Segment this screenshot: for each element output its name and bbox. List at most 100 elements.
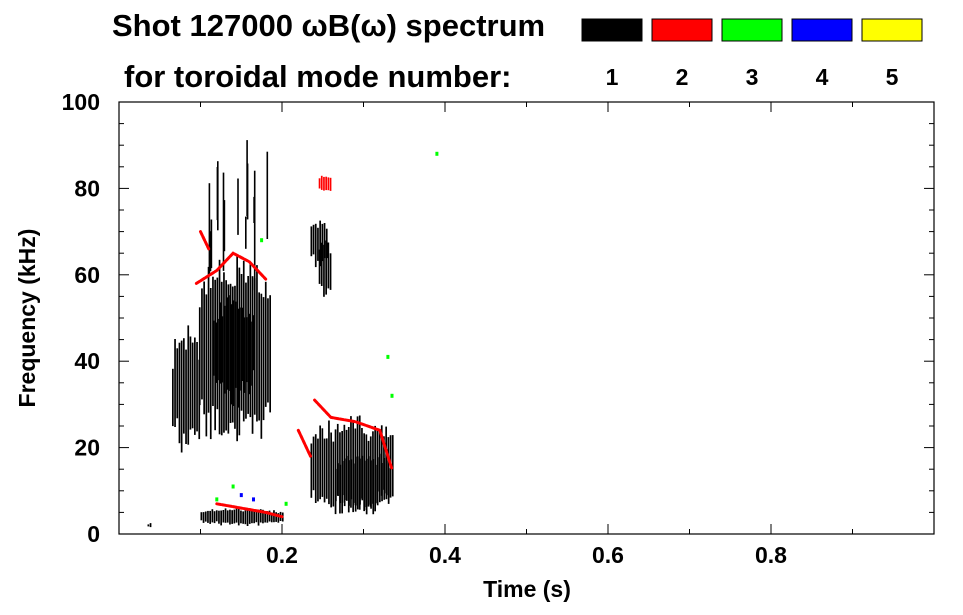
mode-1-blob-column bbox=[267, 298, 269, 403]
mode-1-blob-column bbox=[376, 457, 379, 506]
mode-1-blob-column bbox=[258, 292, 260, 421]
mode-1-blob-column bbox=[232, 300, 235, 406]
mode-1-blob-column bbox=[223, 305, 226, 394]
mode-1-streak bbox=[245, 216, 247, 249]
mode-3-dot bbox=[435, 151, 439, 156]
mode-1-blob-column bbox=[198, 307, 201, 406]
mode-1-blob bbox=[200, 508, 284, 526]
mode-1-blob-column bbox=[222, 510, 225, 523]
mode-1-blob-column bbox=[242, 511, 244, 524]
mode-1-streak bbox=[210, 219, 213, 269]
mode-2-blob-column bbox=[320, 175, 323, 190]
mode-1-blob-column bbox=[215, 510, 218, 522]
mode-1-blob-column bbox=[220, 510, 222, 526]
mode-1-blob-column bbox=[260, 293, 263, 439]
mode-1-blob-column bbox=[387, 468, 390, 504]
mode-1-blob-column bbox=[187, 325, 190, 445]
mode-1-blob-column bbox=[370, 460, 372, 509]
mode-1-blob-column bbox=[312, 436, 315, 491]
mode-1-blob-column bbox=[325, 438, 328, 499]
mode-1-blob-column bbox=[240, 510, 242, 524]
mode-1-blob-column bbox=[341, 461, 344, 496]
mode-1-blob-column bbox=[357, 456, 359, 510]
mode-1-blob-column bbox=[231, 510, 233, 524]
mode-1-blob-column bbox=[325, 240, 327, 295]
mode-1-blob-column bbox=[264, 511, 266, 523]
mode-1-blob-column bbox=[264, 281, 267, 407]
mode-1-blob-column bbox=[191, 342, 194, 429]
mode-1-blob-column bbox=[214, 322, 217, 383]
mode-1-blob bbox=[172, 325, 201, 453]
mode-2-blob-column bbox=[323, 176, 325, 191]
mode-1-blob-column bbox=[253, 509, 255, 524]
mode-1-blob-column bbox=[310, 443, 313, 498]
mode-1-blob-column bbox=[174, 339, 176, 427]
mode-1-blob-column bbox=[268, 510, 271, 522]
mode-1-blob-column bbox=[379, 453, 381, 503]
mode-3-dot bbox=[390, 393, 394, 398]
mode-1-streaks bbox=[208, 140, 269, 291]
mode-1-blob-column bbox=[172, 368, 174, 427]
spectrum-marks bbox=[147, 140, 439, 528]
mode-1-blob-column bbox=[248, 508, 251, 524]
mode-1-blob-column bbox=[252, 315, 254, 371]
mode-1-blob-column bbox=[201, 288, 203, 400]
mode-1-blob-column bbox=[245, 317, 248, 383]
mode-1-blob-column bbox=[234, 301, 237, 388]
mode-1-blob-column bbox=[266, 511, 269, 523]
y-axis-title: Frequency (kHz) bbox=[14, 229, 40, 408]
mode-1-blob-column bbox=[329, 253, 332, 290]
mode-1-blob-column bbox=[312, 224, 315, 255]
mode-1-blob-column bbox=[339, 464, 342, 504]
mode-1-blob-column bbox=[202, 512, 205, 523]
mode-1-blob-column bbox=[350, 459, 353, 500]
mode-1-blob-column bbox=[241, 307, 243, 381]
mode-1-blob-column bbox=[277, 513, 280, 523]
mode-1-blob-column bbox=[255, 510, 258, 523]
mode-1-blob-column bbox=[359, 458, 361, 505]
mode-1-streak bbox=[237, 178, 239, 235]
mode-1-blob-column bbox=[226, 510, 229, 523]
mode-1-blob-column bbox=[321, 428, 324, 497]
legend-label-mode-3: 3 bbox=[746, 64, 759, 90]
mode-1-streak bbox=[208, 183, 211, 275]
legend-label-mode-1: 1 bbox=[606, 64, 619, 90]
mode-1-blob-column bbox=[189, 336, 192, 430]
mode-1-blob-column bbox=[176, 348, 179, 419]
mode-1-blob bbox=[335, 453, 390, 515]
legend-label-mode-5: 5 bbox=[886, 64, 899, 90]
y-tick-label: 60 bbox=[74, 262, 100, 288]
mode-1-blob-column bbox=[205, 294, 208, 437]
y-tick-label: 20 bbox=[74, 435, 100, 461]
mode-1-blob-column bbox=[207, 510, 209, 523]
mode-2-blob-column bbox=[325, 176, 327, 191]
mode-1-blob-column bbox=[221, 316, 224, 383]
x-tick-label: 0.2 bbox=[266, 542, 298, 568]
mode-1-blob-column bbox=[213, 511, 216, 524]
mode-1-blob-column bbox=[230, 304, 232, 405]
mode-1-blob-column bbox=[337, 463, 339, 496]
mode-1-streak bbox=[266, 151, 269, 239]
chart-title-line2: for toroidal mode number: bbox=[124, 59, 512, 94]
mode-1-blob-column bbox=[327, 242, 330, 289]
x-tick-label: 0.8 bbox=[755, 542, 787, 568]
mode-1-blob-column bbox=[246, 509, 249, 526]
mode-1-blob-column bbox=[233, 509, 236, 524]
mode-1-blob bbox=[318, 240, 332, 297]
mode-3-dot bbox=[386, 354, 390, 359]
mode-1-blob-column bbox=[243, 317, 246, 393]
mode-1-blob-column bbox=[387, 437, 390, 496]
mode-1-blob-column bbox=[211, 509, 214, 523]
mode-1-blob-column bbox=[314, 223, 317, 268]
legend-swatch-mode-4 bbox=[791, 18, 853, 42]
mode-1-blob-column bbox=[275, 512, 277, 522]
mode-1-blob-column bbox=[385, 458, 388, 500]
legend-swatch-mode-3 bbox=[721, 18, 783, 42]
mode-3-dot bbox=[284, 501, 288, 506]
mode-1-blob-column bbox=[346, 455, 348, 501]
mode-1-blob-column bbox=[203, 281, 205, 415]
mode-1-blob-column bbox=[219, 302, 221, 384]
mode-1-blob-column bbox=[229, 509, 231, 525]
mode-4-dot bbox=[252, 497, 255, 502]
